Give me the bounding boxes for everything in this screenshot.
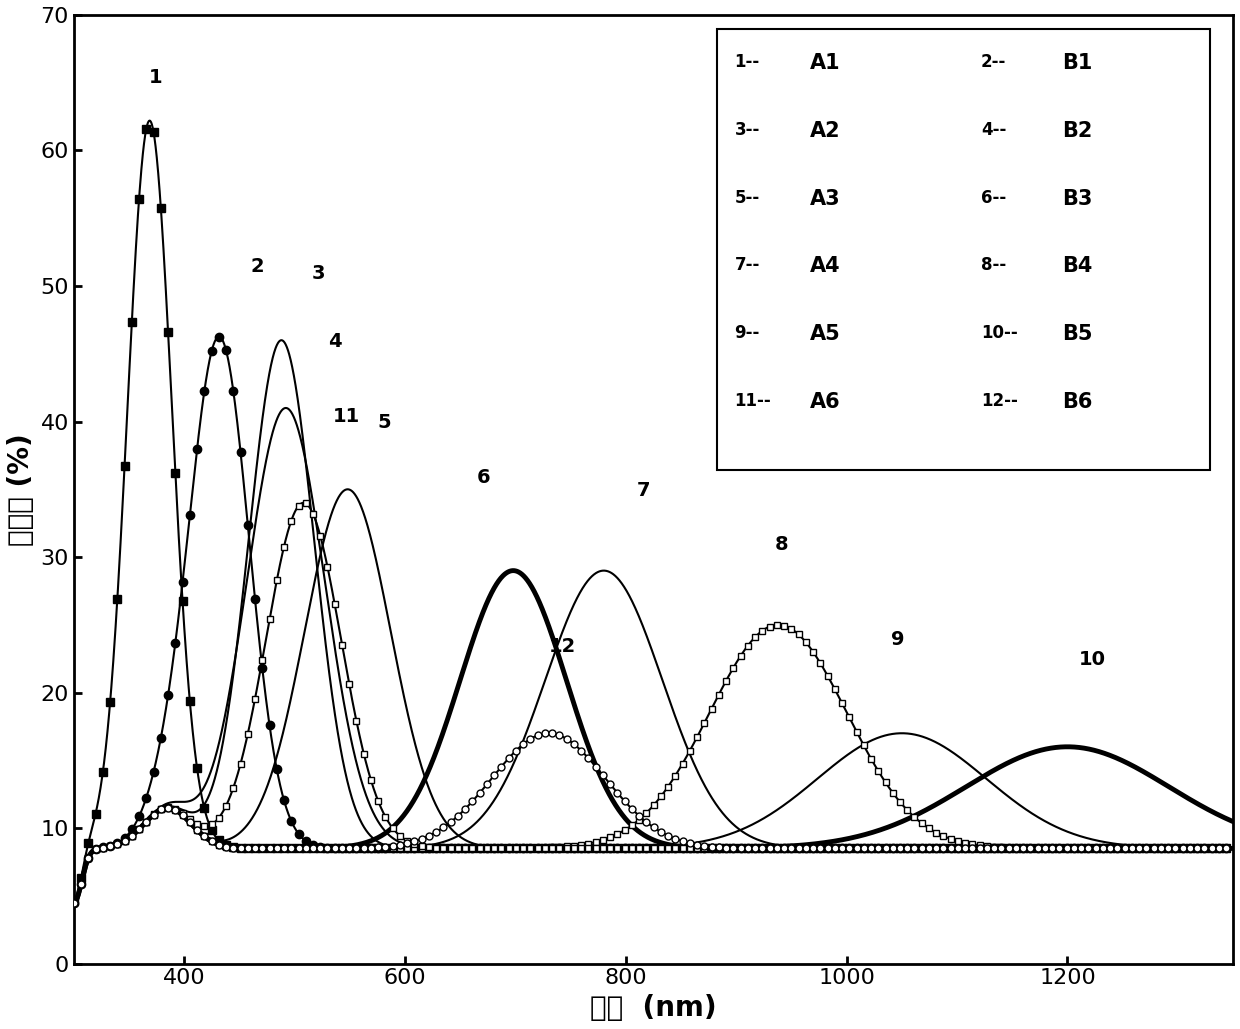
Text: B4: B4 <box>1063 256 1092 277</box>
Text: 10--: 10-- <box>981 324 1018 343</box>
Text: 3: 3 <box>311 264 325 283</box>
Text: 8: 8 <box>775 535 789 555</box>
Text: 4--: 4-- <box>981 120 1007 139</box>
Text: B1: B1 <box>1063 52 1092 73</box>
Text: 9--: 9-- <box>734 324 760 343</box>
Text: 3--: 3-- <box>734 120 760 139</box>
Text: B6: B6 <box>1063 392 1092 413</box>
Text: 1--: 1-- <box>734 52 760 71</box>
Y-axis label: 反射率 (%): 反射率 (%) <box>7 433 35 545</box>
Text: B3: B3 <box>1063 188 1092 209</box>
Text: 7--: 7-- <box>734 256 760 275</box>
Text: 11--: 11-- <box>734 392 771 411</box>
Text: 2: 2 <box>250 257 264 277</box>
Text: B5: B5 <box>1063 324 1092 345</box>
Text: B2: B2 <box>1063 120 1092 141</box>
Text: 12--: 12-- <box>981 392 1018 411</box>
Text: 4: 4 <box>327 332 341 351</box>
Bar <box>717 29 1210 470</box>
Text: 1: 1 <box>149 68 162 86</box>
Text: 10: 10 <box>1079 650 1106 670</box>
Text: 5: 5 <box>377 414 391 432</box>
Text: 8--: 8-- <box>981 256 1006 275</box>
Text: A4: A4 <box>810 256 841 277</box>
Text: A3: A3 <box>810 188 841 209</box>
Text: 6: 6 <box>477 467 491 487</box>
Text: A5: A5 <box>810 324 841 345</box>
Text: 7: 7 <box>637 482 651 500</box>
Text: 6--: 6-- <box>981 188 1006 207</box>
Text: 5--: 5-- <box>734 188 760 207</box>
Text: 2--: 2-- <box>981 52 1007 71</box>
X-axis label: 波长  (nm): 波长 (nm) <box>590 994 717 1022</box>
Text: A6: A6 <box>810 392 841 413</box>
Text: 12: 12 <box>548 637 575 655</box>
Text: A2: A2 <box>810 120 841 141</box>
Text: 9: 9 <box>890 630 904 649</box>
Text: 11: 11 <box>334 406 361 426</box>
Text: A1: A1 <box>810 52 841 73</box>
